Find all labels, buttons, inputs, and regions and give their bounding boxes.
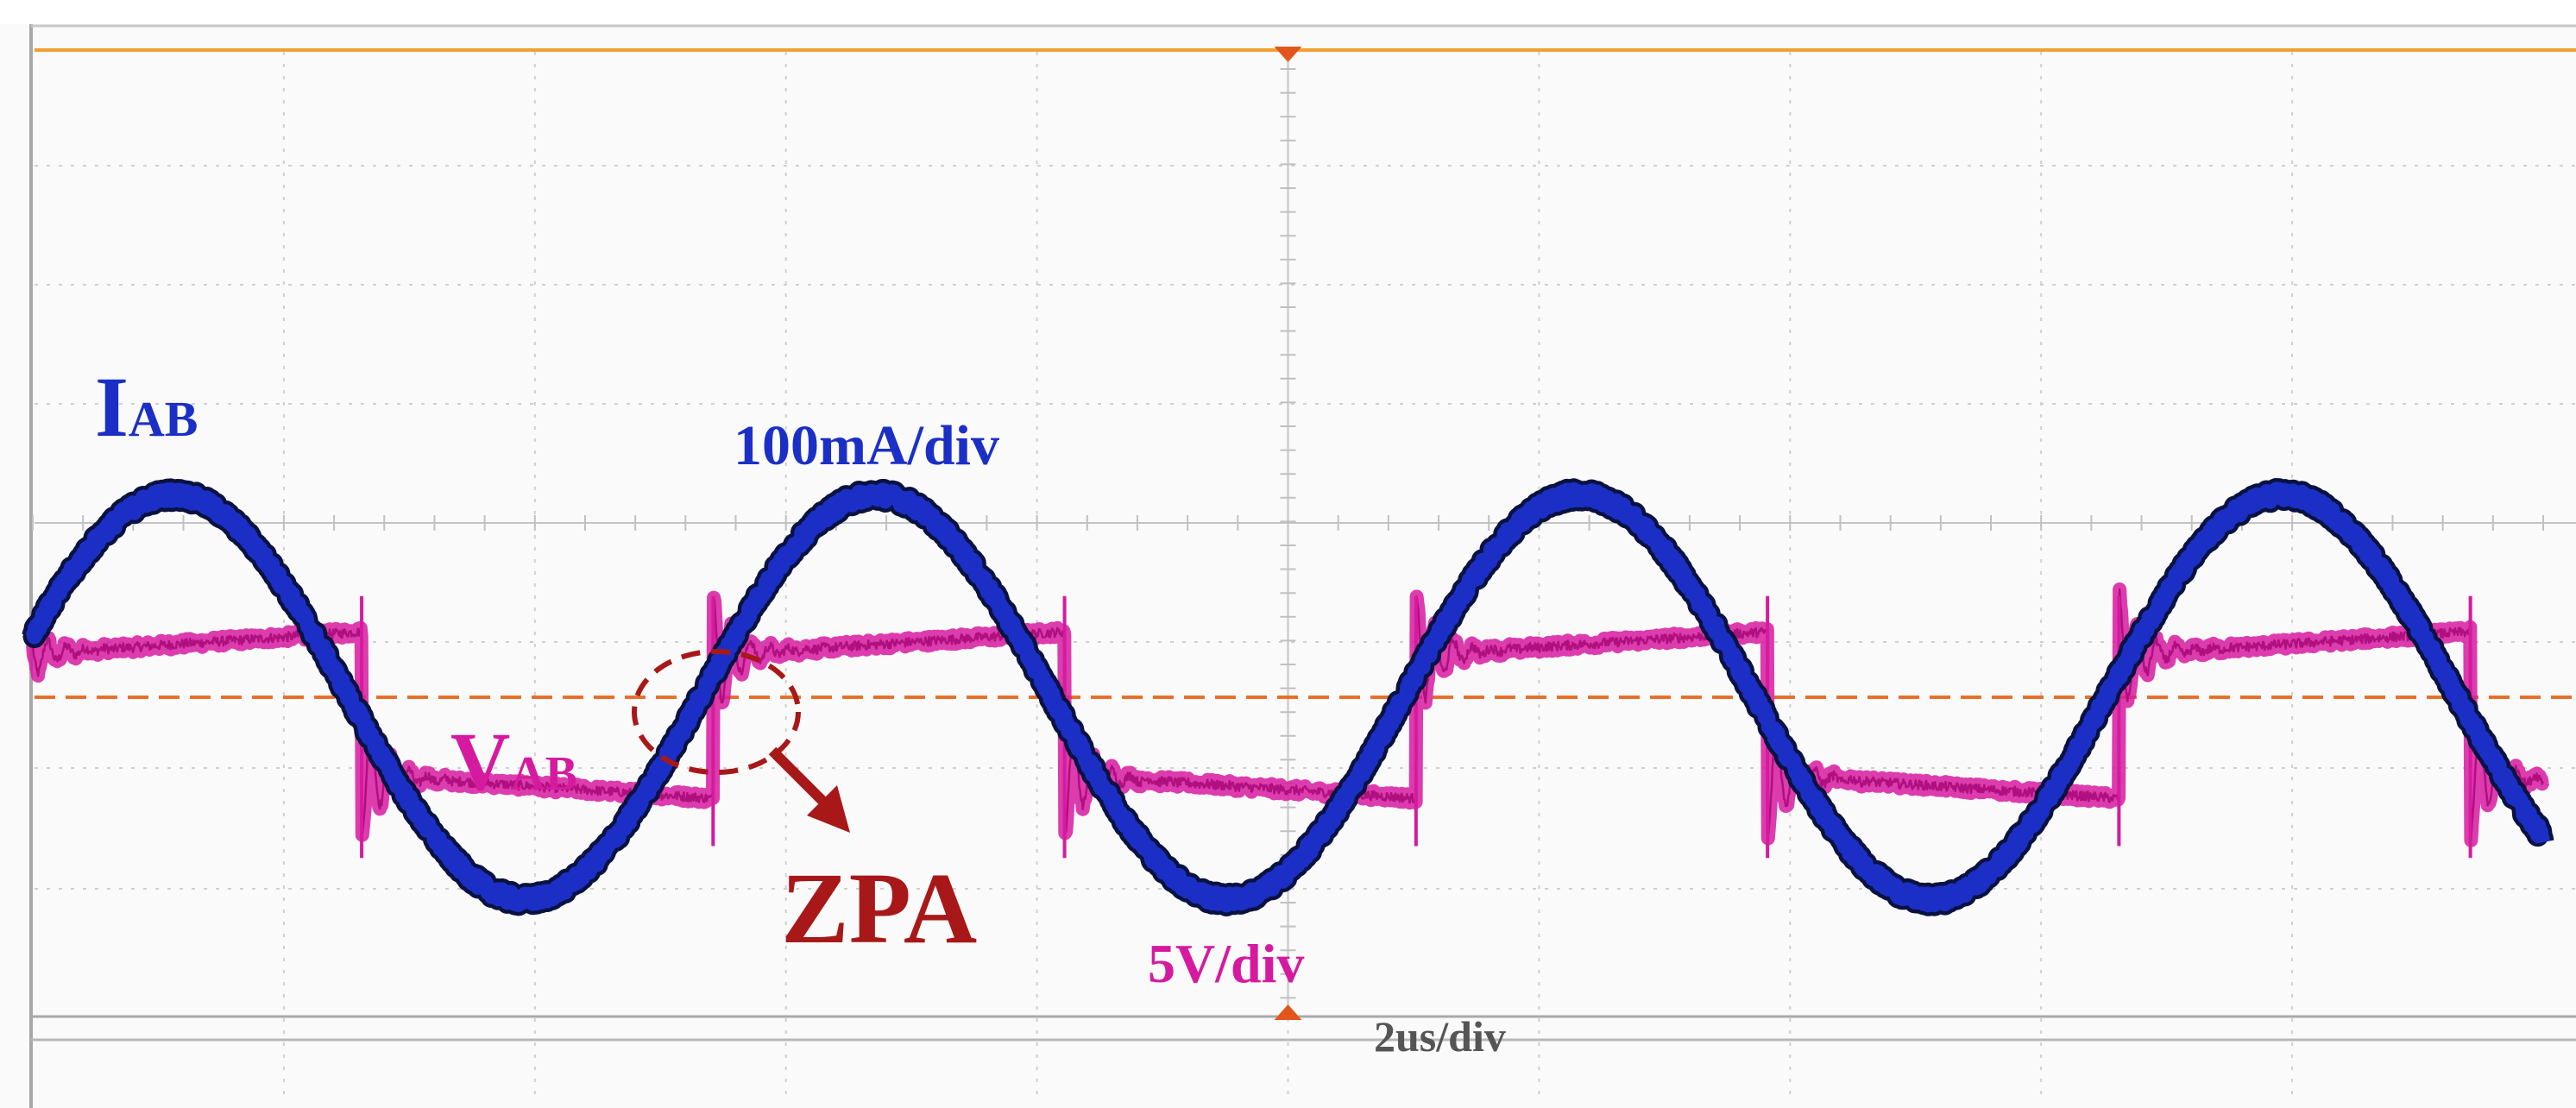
- zpa-arrow-head: [807, 785, 850, 833]
- iab-band: [25, 482, 2551, 913]
- iab-trace: [22, 478, 2554, 916]
- graticule: [0, 24, 2576, 1108]
- zpa-label: ZPA: [781, 852, 977, 965]
- vab-label: VAB: [450, 715, 577, 808]
- current-scale-label: 100mA/div: [734, 414, 999, 477]
- voltage-scale-label: 5V/div: [1148, 933, 1304, 994]
- zpa-annotation: ZPA: [632, 649, 977, 965]
- iab-label: IAB: [95, 359, 198, 455]
- vab-label-sub: AB: [510, 747, 577, 801]
- time-scale-label: 2us/div: [1374, 1012, 1506, 1061]
- iab-label-sub: AB: [129, 391, 198, 447]
- trigger-marker-top: [1274, 47, 1302, 62]
- trigger-marker-bottom: [1274, 1004, 1302, 1020]
- vab-label-main: V: [450, 715, 510, 808]
- zpa-arrow-line: [768, 746, 833, 811]
- iab-label-main: I: [95, 359, 129, 455]
- zpa-circle: [632, 649, 801, 775]
